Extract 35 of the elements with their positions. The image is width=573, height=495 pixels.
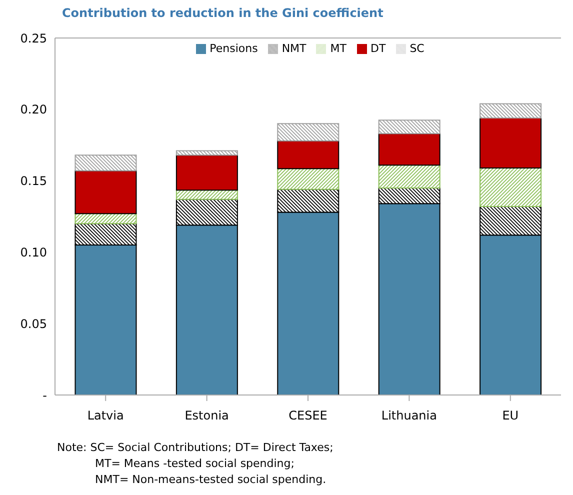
bar [176,154,238,191]
bar [277,123,340,142]
y-tick-label: 0.20 [20,102,47,117]
y-tick-label: 0.15 [20,174,47,188]
bar [480,117,542,168]
bar [74,213,137,224]
bar [378,164,440,188]
bar [378,120,440,134]
x-tick-label: CESEE [288,408,328,423]
y-tick-label: 0.10 [20,245,47,260]
text: Note: SC= Social Contributions; DT= Direct Taxes; [57,440,334,456]
legend-label: Pensions [210,42,258,55]
legend-label: DT [370,42,386,55]
bar [74,154,137,172]
text: MT= Means -tested social spending; [94,456,296,472]
bar [277,168,340,190]
y-tick-label: 0.25 [20,31,47,46]
bar [277,140,340,170]
x-tick-label: EU [502,408,519,423]
x-tick-label: Latvia [87,408,124,423]
legend-label: SC [410,42,424,55]
y-tick-label: 0.05 [20,316,47,331]
legend-label: NMT [282,42,306,55]
bar [74,170,137,214]
text: NMT= Non-means-tested social spending. [94,472,328,488]
x-tick-label: Lithuania [381,408,437,423]
y-tick-label: - [42,388,47,402]
legend-label: MT [330,42,346,55]
bar [378,133,440,166]
bar [480,103,542,118]
x-tick-label: Estonia [184,408,229,423]
bar [176,190,238,200]
bar [480,167,542,208]
chart-title: Contribution to reduction in the Gini coefficient [62,6,384,20]
bar [176,150,238,156]
